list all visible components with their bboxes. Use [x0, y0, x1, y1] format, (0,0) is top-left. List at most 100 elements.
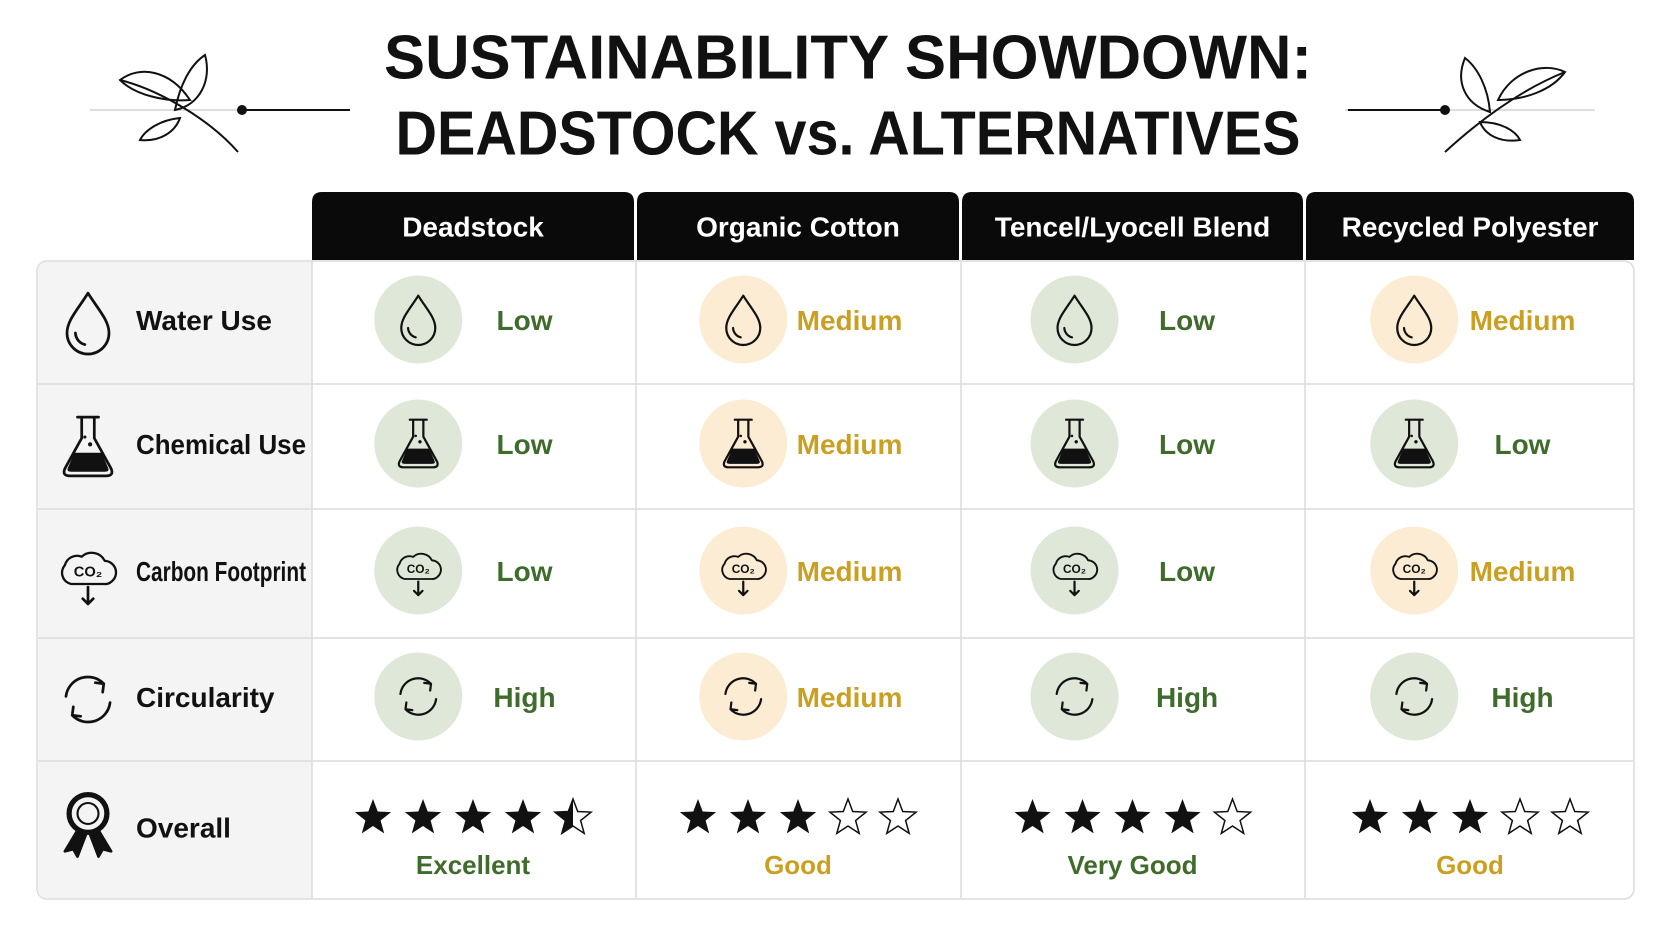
- bubble: [414, 434, 417, 438]
- rating-text: Low: [497, 556, 553, 587]
- cycle-arrow: [1060, 697, 1094, 716]
- star: [1114, 799, 1151, 834]
- rating-badge: [1030, 275, 1119, 364]
- cloud: [60, 551, 118, 586]
- icon: [1055, 677, 1094, 716]
- icon: CO₂: [1052, 552, 1099, 597]
- overall-rating: Excellent: [416, 850, 531, 880]
- star: [877, 796, 919, 836]
- rating-text: High: [1156, 682, 1218, 713]
- drop-outline: [725, 294, 762, 347]
- icon: [399, 677, 438, 716]
- rating-badge: [374, 526, 463, 615]
- star: [729, 799, 767, 834]
- star: [1351, 799, 1389, 834]
- overall-rating: Very Good: [1067, 850, 1197, 880]
- arrow: [81, 585, 95, 606]
- star-full: [1401, 799, 1439, 834]
- star-full: [504, 799, 542, 834]
- star: [1401, 799, 1439, 834]
- arrow: [412, 580, 424, 597]
- star-outline: [1499, 796, 1541, 836]
- rating-badge: [1030, 526, 1119, 615]
- icon: [724, 677, 763, 716]
- column-header: Deadstock: [402, 211, 544, 242]
- medal: [66, 791, 110, 836]
- rating-text: High: [493, 682, 555, 713]
- icon: [725, 294, 762, 347]
- label-column-bg: [38, 262, 312, 898]
- star: [1451, 799, 1489, 834]
- flask-outline: [1393, 418, 1435, 469]
- medal-inner: [76, 801, 100, 826]
- arrow: [1408, 580, 1420, 597]
- star: [1014, 799, 1051, 834]
- star: [354, 799, 392, 834]
- star: [1212, 796, 1253, 836]
- rating-badge: [374, 399, 463, 488]
- icon: CO₂: [60, 551, 118, 606]
- bubble: [743, 440, 747, 444]
- drop-shine: [406, 326, 417, 339]
- star-full: [679, 799, 717, 834]
- icon: [65, 291, 111, 356]
- drop-outline: [1056, 294, 1093, 347]
- rating-badge: [699, 652, 788, 741]
- icon: CO₂: [721, 552, 767, 597]
- star-full: [1164, 799, 1201, 834]
- cloud: [1052, 552, 1099, 580]
- icon: [62, 415, 114, 478]
- icon: CO₂: [396, 552, 442, 597]
- flask-outline: [722, 418, 764, 469]
- star: [1064, 799, 1101, 834]
- rating-badge: [1370, 275, 1459, 364]
- star-full: [1114, 799, 1151, 834]
- star: [504, 799, 542, 834]
- rating-badge: [374, 652, 463, 741]
- rating-text: Medium: [1470, 305, 1576, 336]
- star-full: [1451, 799, 1489, 834]
- cycle-arrow: [729, 697, 763, 716]
- flask-outline: [1054, 418, 1096, 469]
- cloud: [396, 552, 442, 580]
- title-line: DEADSTOCK vs. ALTERNATIVES: [396, 99, 1301, 168]
- icon: [1396, 294, 1433, 347]
- icon-text: CO₂: [407, 562, 430, 576]
- bubble: [1074, 440, 1078, 444]
- star-partial: [554, 799, 573, 834]
- cycle-arrow: [64, 675, 106, 698]
- star-full: [1064, 799, 1101, 834]
- star-outline: [877, 796, 919, 836]
- star-outline: [1549, 796, 1591, 836]
- star-full: [354, 799, 392, 834]
- arrow: [1069, 580, 1080, 597]
- rating-text: Low: [1159, 305, 1215, 336]
- ribbon: [63, 828, 113, 858]
- rating-text: High: [1491, 682, 1553, 713]
- cloud: [721, 552, 767, 580]
- flask-outline: [397, 418, 439, 469]
- title-line: SUSTAINABILITY SHOWDOWN:: [384, 23, 1312, 92]
- bubble: [418, 440, 422, 444]
- star: [779, 799, 817, 834]
- icon: [1056, 294, 1093, 347]
- star-full: [404, 799, 442, 834]
- rating-text: Low: [1159, 556, 1215, 587]
- icon: [1393, 418, 1435, 469]
- rating-text: Medium: [797, 429, 903, 460]
- star-full: [1014, 799, 1051, 834]
- cycle-arrow: [404, 697, 438, 716]
- row-label: Circularity: [136, 682, 275, 713]
- row-label: Chemical Use: [136, 429, 306, 460]
- column-header: Tencel/Lyocell Blend: [995, 211, 1270, 242]
- star-full: [779, 799, 817, 834]
- flask-liquid: [67, 452, 109, 472]
- star: [1164, 799, 1201, 834]
- drop-outline: [65, 291, 111, 356]
- star: [404, 799, 442, 834]
- icon: [1054, 418, 1096, 469]
- rating-badge: [699, 526, 788, 615]
- bubble: [1414, 440, 1418, 444]
- icon: CO₂: [1392, 552, 1438, 597]
